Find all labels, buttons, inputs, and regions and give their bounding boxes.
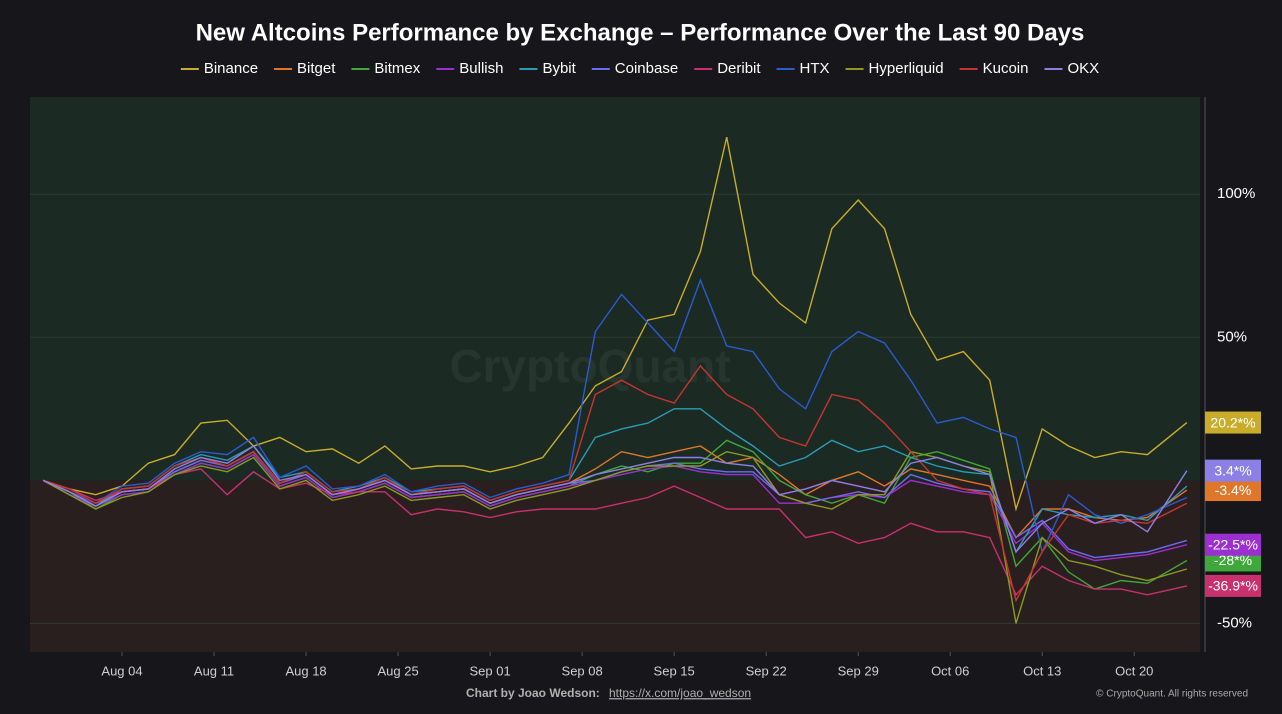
- end-label: -3.4%: [1215, 482, 1252, 498]
- end-label: -28*%: [1214, 552, 1252, 568]
- legend-label: Bitmex: [374, 60, 420, 77]
- y-tick-label: -50%: [1217, 614, 1252, 631]
- end-label-box: [1205, 533, 1261, 556]
- x-tick-label: Aug 11: [194, 663, 234, 678]
- series-line: [42, 364, 1188, 603]
- series-line: [42, 468, 1188, 597]
- legend-label: Binance: [204, 60, 258, 77]
- legend-label: OKX: [1067, 60, 1099, 77]
- legend-label: HTX: [800, 60, 830, 77]
- x-tick-label: Sep 01: [470, 663, 511, 678]
- legend-label: Bullish: [459, 60, 503, 77]
- series-line: [42, 278, 1188, 555]
- end-label: -36.9*%: [1208, 578, 1258, 594]
- x-tick-label: Oct 06: [931, 663, 969, 678]
- legend-label: Deribit: [717, 60, 761, 77]
- legend-label: Bitget: [297, 60, 336, 77]
- positive-region: [30, 97, 1200, 481]
- x-tick-label: Oct 13: [1023, 663, 1061, 678]
- legend-label: Hyperliquid: [869, 60, 944, 77]
- series-line: [42, 450, 1188, 624]
- copyright: © CryptoQuant. All rights reserved: [1096, 689, 1248, 700]
- end-label: -22.5*%: [1208, 536, 1258, 552]
- end-label-box: [1205, 411, 1261, 434]
- end-label-box: [1205, 479, 1261, 502]
- x-tick-label: Sep 15: [654, 663, 695, 678]
- end-label-box: [1205, 574, 1261, 597]
- watermark: CryptoQuant: [449, 340, 730, 392]
- end-label: 3.4*%: [1214, 462, 1251, 478]
- x-tick-label: Aug 18: [285, 663, 326, 678]
- legend-label: Bybit: [542, 60, 576, 77]
- series-line: [42, 408, 1188, 554]
- x-tick-label: Aug 25: [377, 663, 418, 678]
- x-tick-label: Sep 08: [562, 663, 603, 678]
- credit: Chart by Joao Wedson:: [466, 686, 600, 700]
- plot-area: CryptoQuant -50% 50% 100% Aug 04 Aug 11 Aug 18…: [30, 97, 1261, 678]
- chart-title: New Altcoins Performance by Exchange – P…: [196, 19, 1085, 46]
- credit-link[interactable]: https://x.com/joao_wedson: [609, 686, 751, 700]
- x-tick-label: Oct 20: [1115, 663, 1153, 678]
- x-tick-label: Sep 29: [838, 663, 879, 678]
- legend-label: Kucoin: [983, 60, 1029, 77]
- end-label: 20.2*%: [1210, 414, 1255, 430]
- negative-region: [30, 480, 1200, 652]
- series-line: [42, 136, 1188, 512]
- x-tick-label: Aug 04: [101, 663, 142, 678]
- series-line: [42, 445, 1188, 554]
- end-label-box: [1205, 459, 1261, 482]
- x-tick-label: Sep 22: [746, 663, 787, 678]
- legend-label: Coinbase: [615, 60, 678, 77]
- legend: Binance Bitget Bitmex Bullish Bybit Coinbase D…: [180, 60, 1099, 77]
- y-tick-label: 50%: [1217, 328, 1247, 345]
- y-tick-label: 100%: [1217, 185, 1255, 202]
